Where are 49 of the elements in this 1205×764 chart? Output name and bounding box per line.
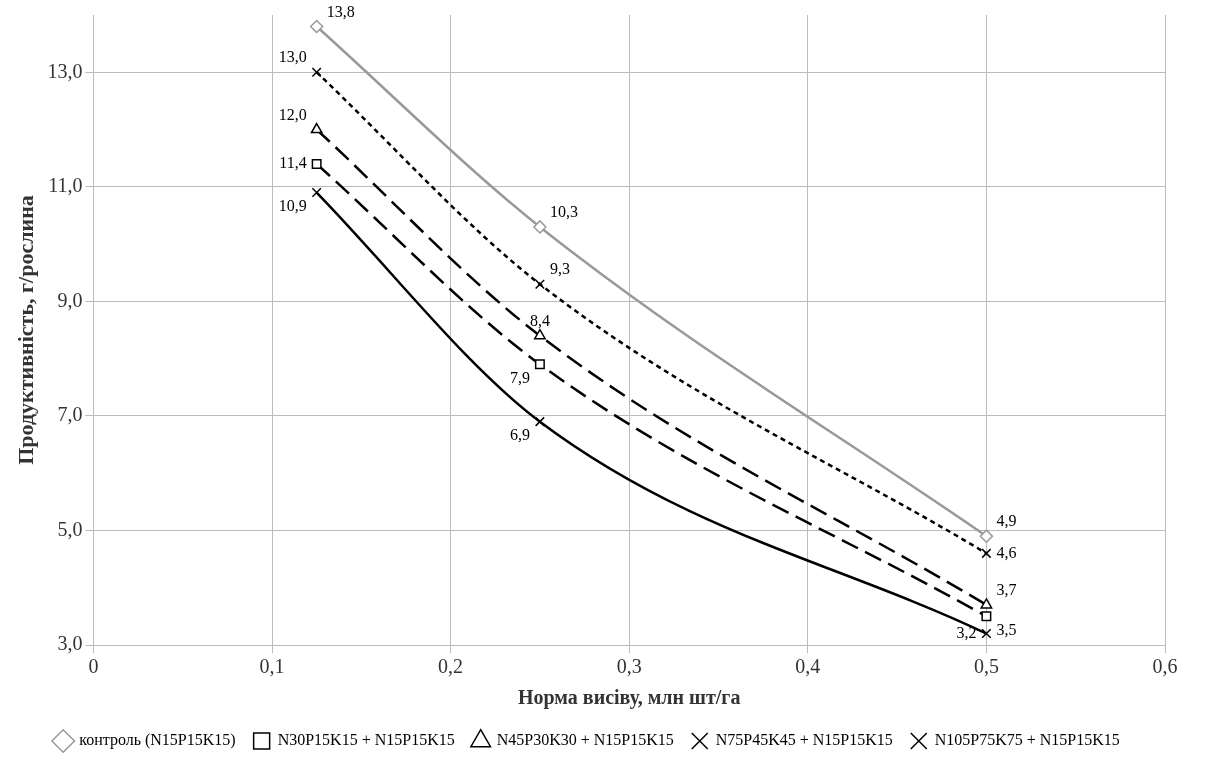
legend-label: N30P15K15 + N15P15K15	[277, 731, 455, 749]
point	[980, 598, 993, 609]
legend-label: контроль (N15P15K15)	[79, 731, 236, 750]
point	[311, 67, 322, 78]
point	[534, 279, 545, 290]
point	[309, 19, 324, 34]
data-label: 13,0	[278, 48, 307, 66]
data-label: 10,3	[549, 203, 578, 221]
y-tick-label: 5,0	[57, 517, 83, 540]
x-tick-label: 0,1	[259, 655, 285, 678]
data-label: 8,4	[529, 311, 550, 329]
data-label: 10,9	[278, 196, 307, 214]
data-label: 7,9	[509, 368, 530, 386]
point	[981, 611, 992, 622]
legend-label: N75P45K45 + N15P15K15	[715, 731, 893, 749]
legend-label: N45P30K30 + N15P15K15	[496, 731, 674, 749]
x-tick-label: 0,3	[616, 655, 642, 678]
point	[533, 328, 546, 340]
y-tick-label: 3,0	[57, 632, 83, 655]
point	[534, 416, 545, 427]
y-tick-label: 7,0	[57, 403, 83, 426]
data-label: 4,9	[996, 512, 1017, 530]
point	[311, 158, 322, 169]
point	[979, 529, 994, 543]
point	[311, 187, 322, 198]
x-tick-label: 0	[88, 655, 99, 678]
x-tick-label: 0,4	[795, 655, 821, 678]
point	[981, 628, 992, 639]
data-label: 11,4	[279, 154, 307, 172]
point	[534, 359, 545, 370]
x-tick-label: 0,5	[973, 655, 999, 678]
data-label: 9,3	[549, 260, 570, 278]
data-label: 13,8	[326, 2, 355, 20]
x-tick-label: 0,6	[1152, 655, 1178, 678]
y-tick-label: 9,0	[57, 288, 83, 311]
data-label: 12,0	[278, 105, 307, 123]
x-tick-label: 0,2	[438, 655, 464, 678]
point	[533, 220, 547, 234]
point	[981, 548, 992, 559]
y-tick-label: 11,0	[48, 174, 83, 197]
data-label: 6,9	[509, 425, 530, 443]
y-axis-title: Продуктивність, г/рослина	[12, 195, 38, 465]
y-tick-label: 13,0	[47, 59, 83, 82]
legend-label: N105P75K75 + N15P15K15	[934, 731, 1120, 749]
data-label: 3,5	[996, 620, 1017, 638]
point	[310, 122, 323, 134]
x-axis-title: Норма висіву, млн шт/га	[517, 686, 741, 710]
data-label: 3,7	[996, 581, 1017, 599]
data-label: 4,6	[996, 543, 1017, 561]
